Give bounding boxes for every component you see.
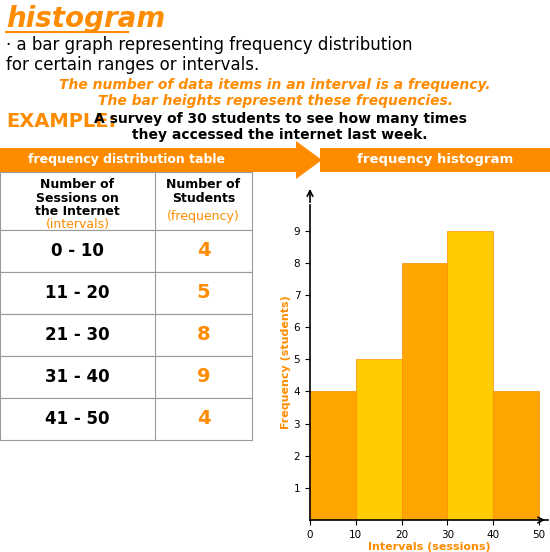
Text: 8: 8 <box>197 326 210 344</box>
Bar <box>320 148 550 172</box>
Text: (intervals): (intervals) <box>46 218 109 231</box>
Bar <box>0 148 252 172</box>
Text: The number of data items in an interval is a frequency.: The number of data items in an interval … <box>59 78 491 92</box>
Text: they accessed the internet last week.: they accessed the internet last week. <box>132 128 428 142</box>
X-axis label: Intervals (sessions): Intervals (sessions) <box>368 543 490 552</box>
Polygon shape <box>252 141 322 179</box>
Text: A survey of 30 students to see how many times: A survey of 30 students to see how many … <box>94 112 466 126</box>
Text: The bar heights represent these frequencies.: The bar heights represent these frequenc… <box>97 94 453 108</box>
Text: 4: 4 <box>197 410 210 428</box>
Text: the Internet: the Internet <box>35 205 120 218</box>
Text: 41 - 50: 41 - 50 <box>45 410 110 428</box>
Text: Sessions on: Sessions on <box>36 192 119 205</box>
Bar <box>402 263 447 520</box>
Bar <box>0 172 252 230</box>
Bar <box>0 356 252 398</box>
Y-axis label: Frequency (students): Frequency (students) <box>281 296 291 429</box>
Text: Number of: Number of <box>167 178 240 191</box>
Bar <box>447 231 493 520</box>
Text: 5: 5 <box>197 284 210 302</box>
Text: 11 - 20: 11 - 20 <box>45 284 110 302</box>
Text: 0 - 10: 0 - 10 <box>51 242 104 260</box>
Text: for certain ranges or intervals.: for certain ranges or intervals. <box>6 56 259 74</box>
Text: 9: 9 <box>197 368 210 386</box>
Bar <box>0 398 252 440</box>
Text: (frequency): (frequency) <box>167 210 240 223</box>
Text: frequency histogram: frequency histogram <box>357 153 513 167</box>
Text: frequency distribution table: frequency distribution table <box>28 153 224 167</box>
Bar <box>356 359 402 520</box>
Bar <box>0 272 252 314</box>
Bar <box>310 391 356 520</box>
Bar <box>493 391 539 520</box>
Bar <box>0 230 252 272</box>
Text: histogram: histogram <box>6 5 165 33</box>
Text: 21 - 30: 21 - 30 <box>45 326 110 344</box>
Text: Students: Students <box>172 192 235 205</box>
Text: 4: 4 <box>197 242 210 261</box>
Text: · a bar graph representing frequency distribution: · a bar graph representing frequency dis… <box>6 36 412 54</box>
Text: 31 - 40: 31 - 40 <box>45 368 110 386</box>
Text: EXAMPLE:: EXAMPLE: <box>6 112 116 131</box>
Text: Number of: Number of <box>41 178 114 191</box>
Bar <box>0 314 252 356</box>
